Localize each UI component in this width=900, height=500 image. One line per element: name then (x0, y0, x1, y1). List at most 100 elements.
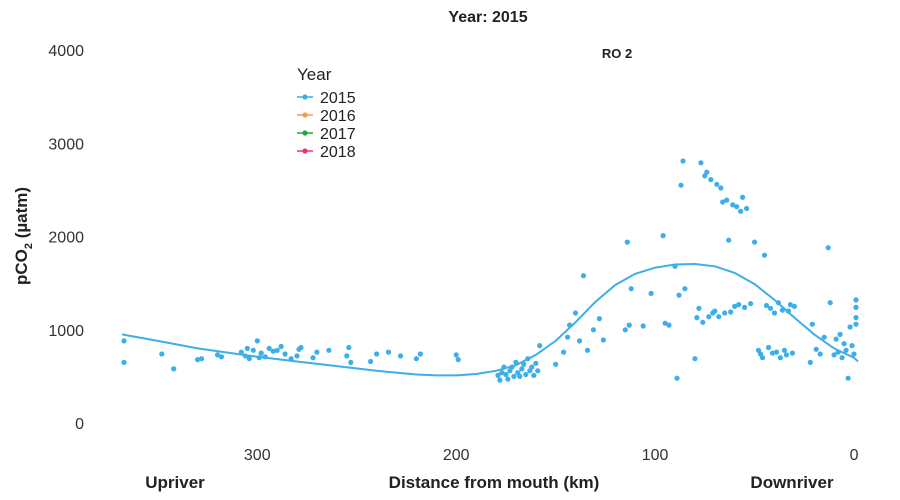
data-point (513, 359, 519, 365)
data-point (851, 351, 857, 357)
data-point (831, 352, 837, 358)
data-point (576, 338, 583, 344)
data-point (244, 345, 250, 351)
data-point (326, 347, 332, 353)
data-point (662, 320, 668, 326)
data-point (716, 314, 722, 320)
y-axis-title: pCO2 (µatm) (12, 187, 35, 285)
data-point (298, 344, 304, 351)
data-point (501, 364, 507, 370)
data-point (813, 346, 819, 352)
data-point (759, 355, 766, 361)
y-tick-label: 0 (75, 416, 84, 433)
data-point (385, 349, 392, 355)
data-point (537, 343, 543, 349)
data-point (374, 351, 380, 357)
data-point (779, 307, 786, 313)
data-point (736, 302, 742, 308)
y-tick-label: 2000 (48, 230, 84, 247)
data-point (712, 308, 718, 314)
data-points-layer (121, 158, 859, 383)
legend-label-2015: 2015 (320, 90, 356, 107)
legend-key-point (302, 148, 308, 154)
data-point (519, 366, 525, 372)
data-point (553, 361, 559, 367)
data-point (720, 199, 726, 205)
data-point (535, 368, 541, 374)
data-point (171, 366, 177, 372)
data-point (282, 351, 288, 357)
legend-key-point (302, 112, 308, 118)
data-point (238, 349, 244, 355)
data-point (752, 239, 758, 245)
data-point (525, 356, 531, 362)
data-point (628, 286, 634, 292)
data-point (821, 334, 827, 340)
data-point (853, 321, 859, 327)
data-point (791, 303, 798, 309)
data-point (738, 208, 744, 214)
data-point (722, 310, 728, 316)
data-point (453, 352, 459, 358)
data-point (495, 372, 501, 378)
data-point (785, 308, 792, 314)
data-point (199, 356, 205, 362)
data-point (765, 344, 772, 351)
data-point (567, 322, 573, 328)
legend-key-point (302, 94, 308, 100)
data-point (288, 356, 294, 362)
data-point (640, 323, 646, 329)
legend-label-2017: 2017 (320, 126, 356, 143)
loess-curve-layer (121, 262, 859, 377)
data-point (368, 358, 374, 365)
data-point (837, 331, 843, 337)
data-point (256, 355, 262, 361)
data-point (730, 202, 736, 208)
data-point (121, 359, 127, 365)
data-point (726, 237, 732, 243)
data-point (648, 290, 654, 296)
data-point (499, 370, 505, 376)
data-point (732, 303, 738, 309)
x-tick-label: 300 (244, 447, 271, 464)
data-point (853, 297, 859, 303)
data-point (413, 356, 419, 362)
data-point (565, 334, 571, 340)
data-point (680, 158, 686, 164)
data-point (533, 360, 539, 366)
y-tick-label: 4000 (48, 43, 84, 60)
data-point (783, 352, 790, 358)
data-point (622, 327, 628, 333)
data-point (849, 343, 855, 349)
data-point (242, 353, 248, 359)
data-point (843, 347, 849, 353)
data-point (827, 300, 833, 306)
data-point (694, 315, 700, 321)
data-point (728, 309, 734, 315)
data-point (511, 373, 517, 379)
data-point (214, 352, 221, 358)
y-axis-title-subscript: 2 (23, 243, 35, 249)
data-point (787, 302, 794, 308)
data-point (700, 319, 706, 325)
data-point (246, 356, 252, 362)
data-point (761, 252, 768, 258)
legend-key-point (302, 130, 308, 136)
loess-curve-2015 (121, 262, 859, 377)
data-point (734, 204, 740, 210)
data-point (704, 169, 710, 175)
data-point (742, 304, 748, 310)
upriver-label: Upriver (145, 473, 205, 492)
data-point (676, 292, 682, 298)
data-point (777, 355, 784, 361)
data-point (626, 322, 632, 328)
data-point (503, 371, 509, 378)
data-point (714, 181, 720, 187)
data-point (218, 354, 225, 360)
data-point (678, 182, 684, 188)
data-point (254, 338, 260, 344)
data-point (270, 348, 276, 354)
y-tick-label: 1000 (48, 323, 84, 340)
